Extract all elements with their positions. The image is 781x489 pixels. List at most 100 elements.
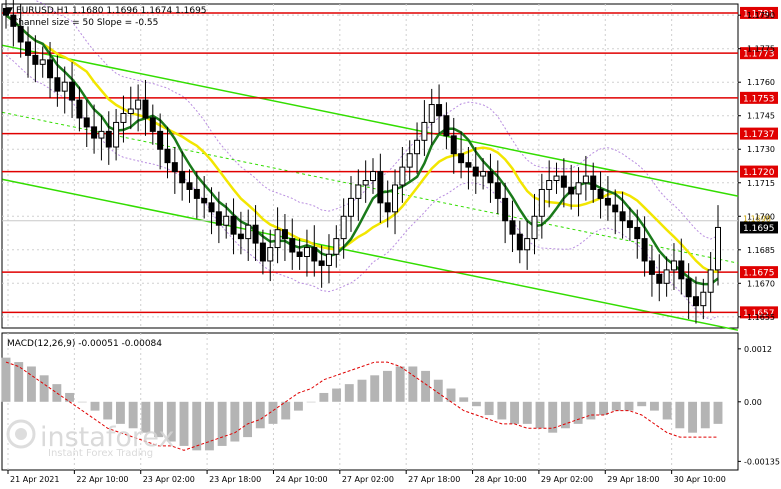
time-tick-label: 29 Apr 18:00 bbox=[607, 475, 659, 484]
macd-histogram-bar bbox=[306, 401, 316, 403]
candle-body bbox=[98, 130, 105, 139]
candle-body bbox=[443, 115, 450, 137]
candle-body bbox=[355, 184, 362, 199]
current-price-box bbox=[740, 221, 778, 234]
regression-channel bbox=[2, 44, 739, 331]
candlestick-series bbox=[3, 0, 721, 324]
macd-histogram-bar bbox=[560, 401, 570, 429]
candle-body bbox=[245, 224, 252, 240]
price-tick-label: 1.1775 bbox=[747, 45, 775, 54]
candle-body bbox=[538, 188, 545, 217]
macd-histogram-bar bbox=[14, 362, 24, 402]
macd-histogram-bar bbox=[624, 401, 634, 411]
macd-histogram-bar bbox=[344, 384, 354, 402]
candle-body bbox=[171, 162, 178, 173]
macd-histogram-bar bbox=[675, 401, 685, 429]
candle-body bbox=[597, 188, 604, 199]
macd-histogram-bar bbox=[459, 397, 469, 402]
candle-body bbox=[421, 121, 428, 141]
candle-body bbox=[700, 291, 707, 307]
channel-mid-line bbox=[2, 111, 739, 264]
price-tick-label: 1.1715 bbox=[747, 179, 775, 188]
candle-body bbox=[39, 59, 46, 65]
candle-body bbox=[113, 121, 120, 148]
candle-body bbox=[215, 211, 222, 226]
candle-body bbox=[465, 162, 472, 168]
candle-body bbox=[208, 202, 215, 213]
candle-body bbox=[83, 117, 90, 128]
time-tick-label: 22 Apr 10:00 bbox=[76, 475, 128, 484]
candle-body bbox=[626, 220, 633, 228]
candle-body bbox=[259, 242, 266, 262]
macd-histogram-bar bbox=[433, 379, 443, 402]
candle-body bbox=[32, 54, 39, 65]
candle-body bbox=[179, 171, 186, 184]
candle-body bbox=[392, 184, 399, 213]
time-tick-label: 27 Apr 02:00 bbox=[342, 475, 394, 484]
macd-histogram-bar bbox=[471, 401, 481, 407]
candle-body bbox=[201, 197, 208, 204]
candle-body bbox=[274, 229, 281, 249]
candle-body bbox=[678, 260, 685, 280]
candle-body bbox=[193, 188, 200, 199]
candle-body bbox=[399, 166, 406, 186]
candle-body bbox=[509, 220, 516, 235]
macd-histogram-bar bbox=[255, 401, 265, 429]
candle-body bbox=[318, 260, 325, 266]
candle-body bbox=[91, 126, 98, 139]
macd-histogram-bar bbox=[90, 401, 100, 411]
candle-body bbox=[135, 99, 142, 110]
price-tick-label: 1.1685 bbox=[747, 246, 775, 255]
current-price-label: 1.1695 bbox=[743, 224, 775, 234]
level-label-box bbox=[740, 127, 778, 140]
candle-body bbox=[568, 186, 575, 195]
candle-body bbox=[267, 247, 274, 262]
candle-body bbox=[715, 226, 721, 271]
price-tick-label: 1.1655 bbox=[747, 313, 775, 322]
macd-histogram-bar bbox=[154, 401, 164, 438]
instaforex-logo-icon bbox=[6, 419, 36, 449]
level-label: 1.1675 bbox=[743, 269, 775, 279]
macd-histogram-bar bbox=[179, 401, 189, 446]
candle-body bbox=[472, 166, 479, 177]
level-label-box bbox=[740, 91, 778, 104]
price-tick-label: 1.1730 bbox=[747, 145, 775, 154]
channel-lower-line bbox=[2, 178, 739, 331]
candle-body bbox=[634, 226, 641, 240]
time-tick-label: 30 Apr 10:00 bbox=[674, 475, 726, 484]
macd-histogram-bar bbox=[637, 401, 647, 407]
macd-histogram-bar bbox=[573, 401, 583, 424]
macd-histogram-bar bbox=[357, 379, 367, 402]
macd-signal-line bbox=[5, 361, 718, 451]
level-label: 1.1737 bbox=[743, 130, 775, 140]
level-label-box bbox=[740, 266, 778, 279]
candle-body bbox=[325, 253, 332, 266]
candle-body bbox=[575, 182, 582, 195]
macd-histogram-bar bbox=[1, 357, 11, 402]
candle-body bbox=[436, 104, 443, 117]
time-tick-label: 23 Apr 02:00 bbox=[143, 475, 195, 484]
candle-body bbox=[223, 215, 230, 226]
candle-body bbox=[230, 215, 237, 235]
candle-body bbox=[311, 247, 318, 262]
macd-histogram-bar bbox=[332, 388, 342, 402]
candle-body bbox=[296, 251, 303, 257]
macd-histogram-bar bbox=[497, 401, 507, 420]
candle-body bbox=[480, 171, 487, 177]
symbol-ohlc-label: EURUSD,H1 1.1680 1.1696 1.1674 1.1695 bbox=[16, 6, 207, 16]
candle-body bbox=[692, 296, 699, 307]
macd-histogram-bar bbox=[611, 401, 621, 411]
level-label-box bbox=[740, 306, 778, 319]
time-tick-label: 27 Apr 18:00 bbox=[408, 475, 460, 484]
level-label-box bbox=[740, 165, 778, 178]
candle-body bbox=[362, 180, 369, 186]
candle-body bbox=[612, 204, 619, 213]
macd-histogram-bar bbox=[408, 366, 418, 402]
macd-tick-label: 0.0012 bbox=[744, 345, 772, 354]
macd-histogram-bar bbox=[522, 401, 532, 424]
price-tick-label: 1.1790 bbox=[747, 11, 775, 20]
chart-expand-icon[interactable]: ▼ bbox=[6, 6, 13, 16]
candle-body bbox=[54, 77, 61, 92]
candle-body bbox=[303, 247, 310, 257]
candle-body bbox=[149, 117, 156, 132]
